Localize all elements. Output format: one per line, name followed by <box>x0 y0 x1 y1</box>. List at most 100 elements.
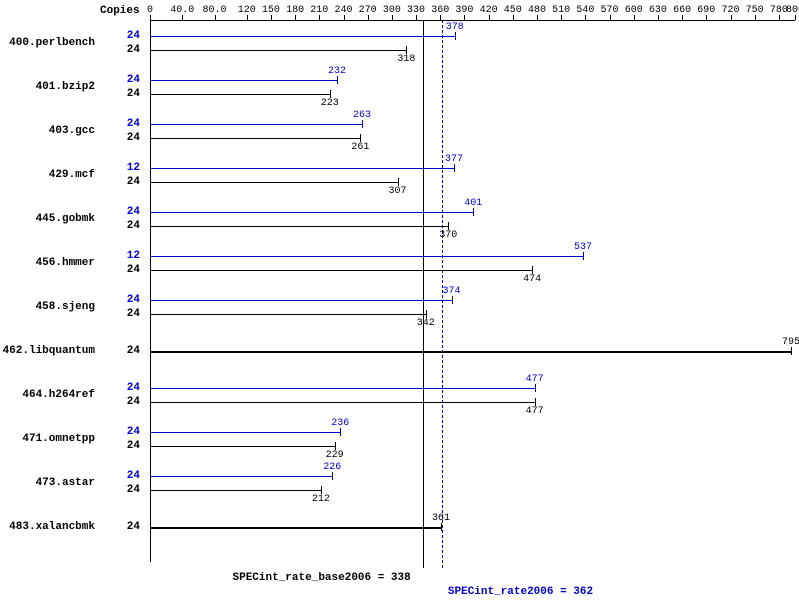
base-value-label: 307 <box>389 186 407 197</box>
benchmark-name: 401.bzip2 <box>0 81 95 93</box>
base-copies: 24 <box>100 264 140 276</box>
base-bar-cap <box>360 134 361 142</box>
benchmark-name: 403.gcc <box>0 125 95 137</box>
peak-value-label: 374 <box>443 286 461 297</box>
peak-bar <box>151 432 340 433</box>
peak-bar-cap <box>583 252 584 260</box>
base-copies: 24 <box>100 44 140 56</box>
base-value-label: 370 <box>439 230 457 241</box>
peak-bar <box>151 168 454 169</box>
x-tick-label: 80.0 <box>202 5 226 16</box>
x-tick-label: 120 <box>238 5 256 16</box>
base-value-label: 361 <box>432 513 450 524</box>
base-bar-cap <box>535 398 536 406</box>
x-tick-label: 600 <box>625 5 643 16</box>
benchmark-name: 458.sjeng <box>0 301 95 313</box>
peak-value-label: 477 <box>526 374 544 385</box>
x-tick-label: 480 <box>528 5 546 16</box>
base-value-label: 795 <box>782 337 799 348</box>
base-bar <box>151 446 335 447</box>
peak-bar-cap <box>473 208 474 216</box>
peak-copies: 12 <box>100 162 140 174</box>
peak-value-label: 232 <box>328 66 346 77</box>
benchmark-name: 429.mcf <box>0 169 95 181</box>
x-tick-label: 660 <box>673 5 691 16</box>
spec-rate-chart: 040.080.01201501802102402703003303603904… <box>0 0 799 606</box>
base-bar <box>151 50 406 51</box>
benchmark-name: 464.h264ref <box>0 389 95 401</box>
x-tick-label: 800 <box>786 5 799 16</box>
base-bar <box>151 527 441 529</box>
peak-bar-cap <box>535 384 536 392</box>
peak-bar-cap <box>340 428 341 436</box>
base-bar-cap <box>441 523 442 531</box>
x-tick-label: 360 <box>431 5 449 16</box>
benchmark-name: 483.xalancbmk <box>0 521 95 533</box>
x-tick-label: 210 <box>310 5 328 16</box>
base-bar <box>151 314 426 315</box>
base-value-label: 229 <box>326 450 344 461</box>
x-tick-label: 450 <box>504 5 522 16</box>
peak-value-label: 378 <box>446 22 464 33</box>
peak-copies: 24 <box>100 294 140 306</box>
base-value-label: 318 <box>397 54 415 65</box>
base-bar-cap <box>330 90 331 98</box>
base-bar-cap <box>406 46 407 54</box>
y-axis-line <box>150 20 151 562</box>
x-tick-label: 540 <box>576 5 594 16</box>
base-bar-cap <box>426 310 427 318</box>
base-copies: 24 <box>100 176 140 188</box>
x-tick-label: 40.0 <box>170 5 194 16</box>
peak-copies: 24 <box>100 426 140 438</box>
base-bar <box>151 270 532 271</box>
benchmark-name: 462.libquantum <box>0 345 95 357</box>
base-value-label: 477 <box>526 406 544 417</box>
peak-copies: 24 <box>100 74 140 86</box>
peak-summary-label: SPECint_rate2006 = 362 <box>448 586 593 598</box>
base-bar-cap <box>335 442 336 450</box>
base-bar <box>151 490 321 491</box>
peak-copies: 24 <box>100 206 140 218</box>
base-bar-cap <box>448 222 449 230</box>
base-bar <box>151 226 448 227</box>
benchmark-name: 456.hmmer <box>0 257 95 269</box>
x-tick-label: 390 <box>455 5 473 16</box>
x-tick-label: 750 <box>746 5 764 16</box>
peak-bar-cap <box>337 76 338 84</box>
base-bar-cap <box>398 178 399 186</box>
base-reference-line <box>423 20 424 568</box>
peak-bar <box>151 300 452 301</box>
x-axis-line <box>150 20 795 21</box>
peak-value-label: 263 <box>353 110 371 121</box>
peak-copies: 24 <box>100 30 140 42</box>
peak-bar <box>151 212 473 213</box>
peak-bar <box>151 36 455 37</box>
x-tick-label: 720 <box>721 5 739 16</box>
x-tick-label: 240 <box>334 5 352 16</box>
peak-bar <box>151 476 332 477</box>
peak-value-label: 226 <box>323 462 341 473</box>
base-bar <box>151 94 330 95</box>
peak-copies: 24 <box>100 382 140 394</box>
base-copies: 24 <box>100 396 140 408</box>
base-copies: 24 <box>100 484 140 496</box>
peak-value-label: 377 <box>445 154 463 165</box>
base-copies: 24 <box>100 345 140 357</box>
base-bar <box>151 182 398 183</box>
base-copies: 24 <box>100 440 140 452</box>
x-tick-label: 0 <box>147 5 153 16</box>
base-bar-cap <box>532 266 533 274</box>
base-copies: 24 <box>100 521 140 533</box>
base-bar <box>151 351 791 353</box>
peak-bar-cap <box>454 164 455 172</box>
base-summary-label: SPECint_rate_base2006 = 338 <box>233 572 411 584</box>
base-value-label: 261 <box>351 142 369 153</box>
peak-value-label: 401 <box>464 198 482 209</box>
x-tick-label: 180 <box>286 5 304 16</box>
peak-bar-cap <box>362 120 363 128</box>
peak-value-label: 537 <box>574 242 592 253</box>
x-tick-label: 330 <box>407 5 425 16</box>
peak-copies: 12 <box>100 250 140 262</box>
peak-bar-cap <box>332 472 333 480</box>
x-tick-label: 270 <box>359 5 377 16</box>
